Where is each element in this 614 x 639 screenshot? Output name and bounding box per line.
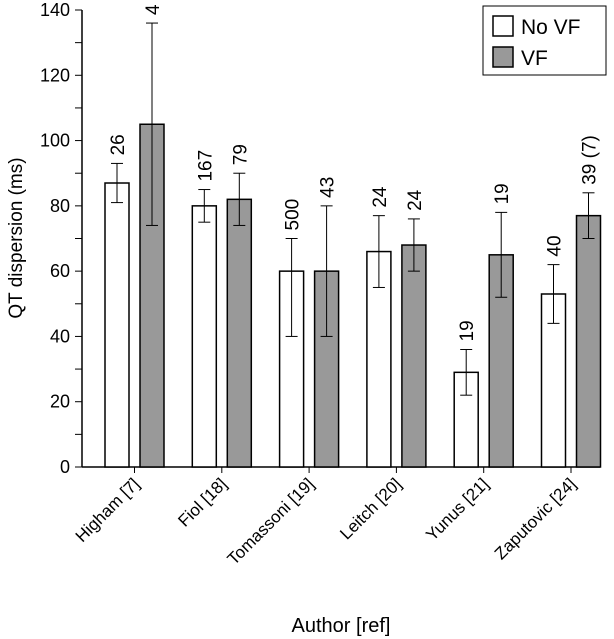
y-tick-label: 140 [40,0,70,20]
data-label: 500 [283,199,304,231]
y-tick-label: 100 [40,131,70,151]
x-tick-label: Higham [7] [72,474,144,546]
data-label: 39 (7) [580,135,601,185]
legend-swatch-no-vf [492,15,514,37]
y-tick-label: 40 [50,326,70,346]
legend: No VF VF [482,5,607,76]
bar [191,205,218,468]
data-label: 19 [492,183,513,204]
data-label: 26 [108,134,129,155]
data-label: 167 [195,150,216,182]
x-tick-label: Leitch [20] [336,474,405,543]
bar [226,198,253,468]
data-label: 24 [405,189,426,211]
y-tick-label: 0 [60,457,70,477]
y-tick-label: 120 [40,65,70,85]
data-label: 40 [545,235,566,256]
y-tick-label: 60 [50,261,70,281]
legend-label-vf: VF [521,47,548,70]
x-axis-label: Author [ref] [292,615,391,637]
x-tick-label: Fiol [18] [174,474,230,530]
data-label: 24 [370,186,391,208]
data-label: 43 [318,177,339,198]
bar [104,182,130,468]
bar [575,214,602,468]
data-label: 4 [143,4,164,15]
bar [366,250,392,468]
y-tick-label: 80 [50,196,70,216]
bar [401,244,427,468]
y-axis-label: QT dispersion (ms) [6,157,27,318]
legend-label-no-vf: No VF [521,16,581,39]
legend-swatch-vf [492,46,514,68]
x-tick-label: Zaputovic [24] [491,474,580,563]
x-tick-label: Tomassoni [19] [224,474,318,568]
x-tick-label: Yunus [21] [422,474,492,544]
data-label: 79 [230,144,251,165]
y-tick-label: 20 [50,392,70,412]
data-label: 19 [457,320,478,341]
